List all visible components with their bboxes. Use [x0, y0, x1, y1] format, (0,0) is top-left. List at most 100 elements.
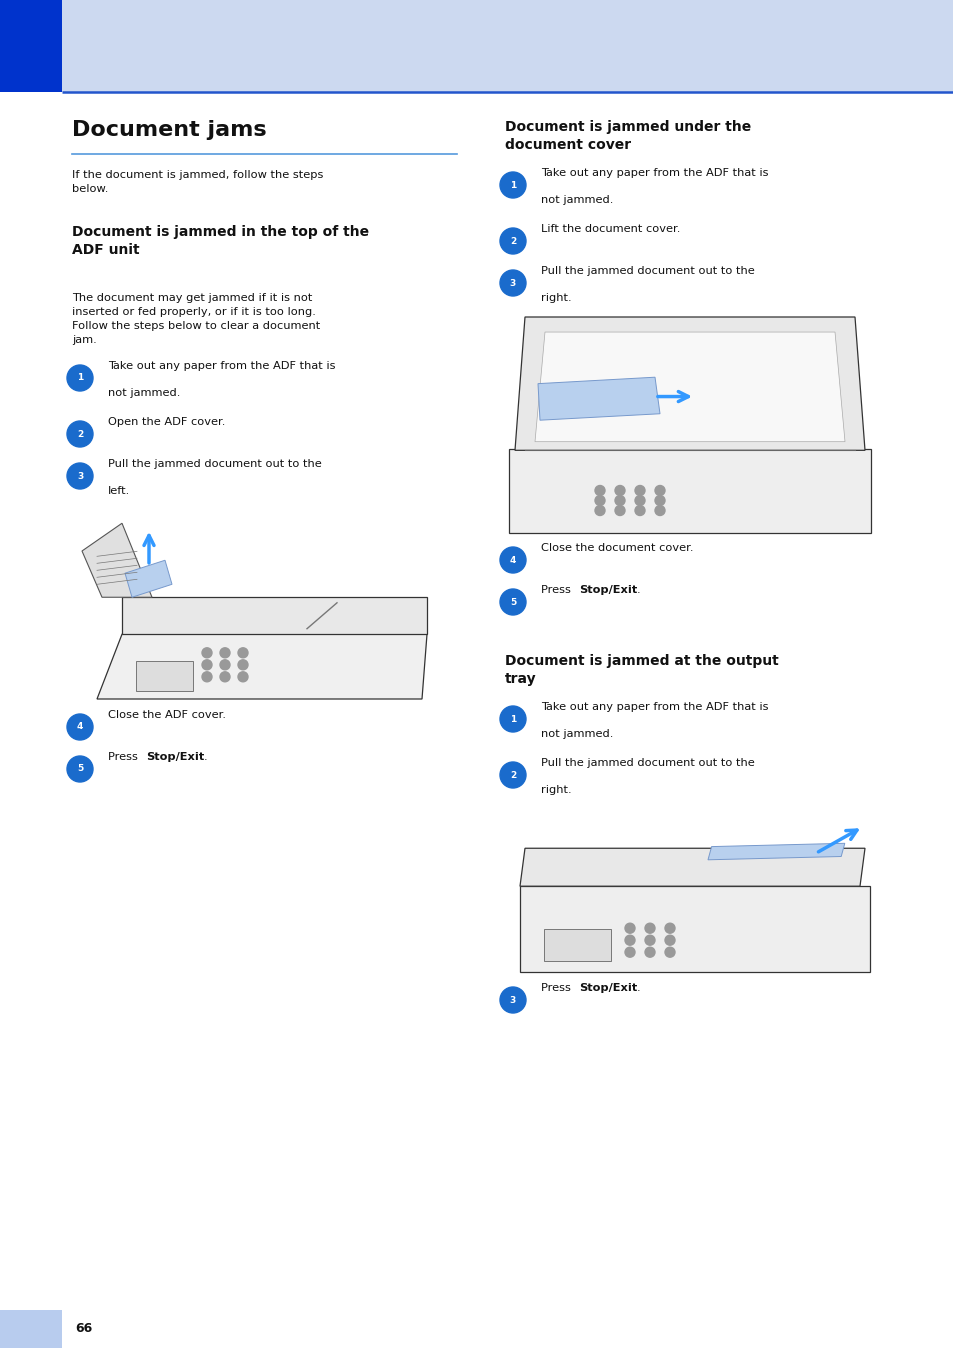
Polygon shape — [122, 597, 427, 635]
Circle shape — [664, 923, 675, 933]
Text: left.: left. — [108, 487, 131, 496]
Polygon shape — [707, 844, 844, 860]
Text: right.: right. — [540, 785, 571, 795]
Circle shape — [220, 648, 230, 658]
Text: 4: 4 — [77, 723, 83, 732]
Circle shape — [67, 421, 92, 448]
Text: Close the ADF cover.: Close the ADF cover. — [108, 710, 226, 720]
Circle shape — [67, 365, 92, 391]
Text: 2: 2 — [77, 430, 83, 438]
Circle shape — [595, 506, 604, 515]
Text: 4: 4 — [509, 555, 516, 565]
Text: not jammed.: not jammed. — [540, 729, 613, 739]
Circle shape — [624, 936, 635, 945]
Text: Document jams: Document jams — [71, 120, 266, 140]
FancyBboxPatch shape — [0, 0, 953, 92]
Text: Stop/Exit: Stop/Exit — [578, 983, 637, 993]
Circle shape — [499, 987, 525, 1012]
Polygon shape — [519, 848, 864, 886]
Circle shape — [499, 547, 525, 573]
Circle shape — [202, 648, 212, 658]
Text: Stop/Exit: Stop/Exit — [578, 585, 637, 594]
Text: 5: 5 — [77, 764, 83, 774]
Text: Close the document cover.: Close the document cover. — [540, 543, 693, 553]
Text: 1: 1 — [509, 714, 516, 724]
Text: The document may get jammed if it is not
inserted or fed properly, or if it is t: The document may get jammed if it is not… — [71, 293, 320, 345]
Text: Document is jammed at the output
tray: Document is jammed at the output tray — [504, 654, 778, 686]
Polygon shape — [515, 317, 864, 450]
Circle shape — [237, 671, 248, 682]
Text: not jammed.: not jammed. — [108, 388, 180, 398]
Circle shape — [635, 485, 644, 496]
Circle shape — [615, 496, 624, 506]
Circle shape — [499, 762, 525, 789]
FancyBboxPatch shape — [543, 930, 610, 961]
Polygon shape — [125, 561, 172, 597]
Text: 1: 1 — [509, 181, 516, 190]
Text: 2: 2 — [509, 771, 516, 779]
Text: Press: Press — [540, 983, 574, 993]
Text: .: . — [637, 585, 640, 594]
Text: 2: 2 — [509, 236, 516, 245]
Polygon shape — [535, 332, 844, 442]
Circle shape — [202, 659, 212, 670]
Polygon shape — [537, 377, 659, 421]
Circle shape — [655, 496, 664, 506]
Circle shape — [664, 936, 675, 945]
FancyBboxPatch shape — [0, 1310, 62, 1348]
Text: Document is jammed under the
document cover: Document is jammed under the document co… — [504, 120, 750, 152]
Text: right.: right. — [540, 293, 571, 303]
Circle shape — [635, 496, 644, 506]
Circle shape — [644, 948, 655, 957]
Text: .: . — [637, 983, 640, 993]
Circle shape — [67, 714, 92, 740]
Circle shape — [220, 659, 230, 670]
FancyBboxPatch shape — [509, 449, 870, 532]
Circle shape — [67, 462, 92, 489]
Circle shape — [202, 671, 212, 682]
Text: Pull the jammed document out to the: Pull the jammed document out to the — [540, 266, 754, 276]
Text: Document is jammed in the top of the
ADF unit: Document is jammed in the top of the ADF… — [71, 225, 369, 257]
Circle shape — [595, 485, 604, 496]
Polygon shape — [519, 886, 869, 972]
Text: Pull the jammed document out to the: Pull the jammed document out to the — [540, 758, 754, 768]
Polygon shape — [97, 635, 427, 700]
Circle shape — [655, 485, 664, 496]
Text: .: . — [204, 752, 208, 762]
Circle shape — [499, 270, 525, 297]
Text: 1: 1 — [77, 373, 83, 383]
Circle shape — [220, 671, 230, 682]
Text: Open the ADF cover.: Open the ADF cover. — [108, 417, 225, 427]
Text: 3: 3 — [509, 279, 516, 287]
Circle shape — [615, 506, 624, 515]
Text: 3: 3 — [77, 472, 83, 480]
Circle shape — [499, 173, 525, 198]
FancyBboxPatch shape — [0, 0, 62, 92]
Text: Stop/Exit: Stop/Exit — [146, 752, 204, 762]
Text: 66: 66 — [75, 1322, 92, 1336]
Circle shape — [664, 948, 675, 957]
Circle shape — [237, 648, 248, 658]
Circle shape — [624, 948, 635, 957]
Circle shape — [615, 485, 624, 496]
Text: Press: Press — [540, 585, 574, 594]
Text: Take out any paper from the ADF that is: Take out any paper from the ADF that is — [540, 702, 768, 712]
Text: Take out any paper from the ADF that is: Take out any paper from the ADF that is — [108, 361, 335, 371]
Circle shape — [655, 506, 664, 515]
Circle shape — [644, 923, 655, 933]
Text: Take out any paper from the ADF that is: Take out any paper from the ADF that is — [540, 168, 768, 178]
Text: 5: 5 — [509, 597, 516, 607]
Text: 3: 3 — [509, 996, 516, 1004]
Circle shape — [624, 923, 635, 933]
Circle shape — [67, 756, 92, 782]
Text: Pull the jammed document out to the: Pull the jammed document out to the — [108, 460, 321, 469]
Text: not jammed.: not jammed. — [540, 195, 613, 205]
Circle shape — [595, 496, 604, 506]
Circle shape — [499, 228, 525, 253]
Circle shape — [499, 706, 525, 732]
Circle shape — [499, 589, 525, 615]
FancyBboxPatch shape — [136, 661, 193, 690]
Text: Press: Press — [108, 752, 141, 762]
Polygon shape — [82, 523, 152, 597]
Text: Lift the document cover.: Lift the document cover. — [540, 224, 679, 235]
